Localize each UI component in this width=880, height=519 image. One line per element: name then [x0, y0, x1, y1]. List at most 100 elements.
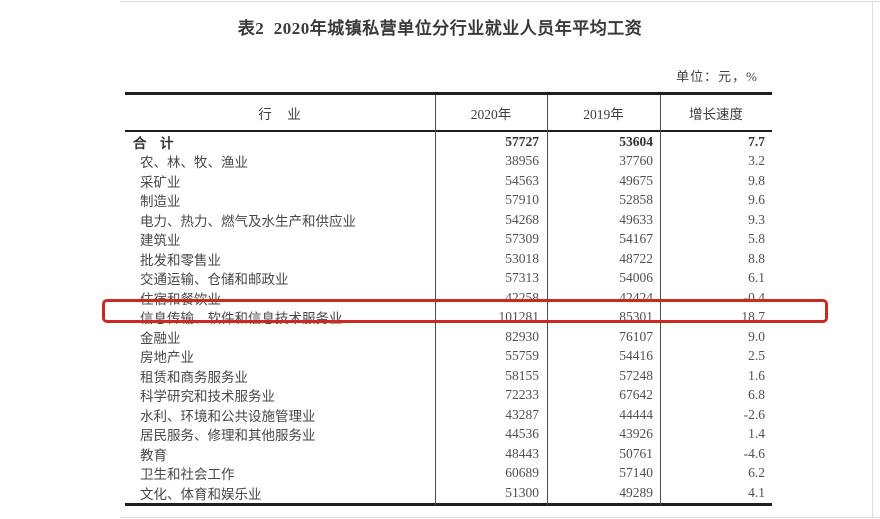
table-row: 卫生和社会工作 60689 57140 6.2 — [125, 464, 772, 484]
growth-rate-cell: 9.3 — [748, 211, 765, 227]
wage-2020-cell: 43287 — [505, 406, 539, 422]
wage-2020-cell: 82930 — [505, 328, 539, 344]
industry-cell: 建筑业 — [140, 233, 181, 249]
wage-2019-cell: 43926 — [619, 426, 653, 442]
wage-2019-cell: 57140 — [619, 465, 653, 481]
wage-2020-cell: 101281 — [498, 309, 540, 325]
growth-rate-cell: 1.6 — [748, 367, 765, 383]
wage-2020-cell: 57313 — [505, 270, 539, 286]
table-row: 房地产业 55759 54416 2.5 — [125, 347, 772, 367]
wage-2020-cell: 72233 — [505, 387, 539, 403]
table-body: 合 计 57727 53604 7.7 农、林、牧、渔业 38956 37760… — [125, 132, 772, 503]
industry-cell: 信息传输、软件和信息技术服务业 — [140, 311, 343, 327]
industry-cell: 住宿和餐饮业 — [140, 291, 221, 307]
column-divider-1 — [435, 95, 436, 505]
growth-rate-cell: 18.7 — [741, 309, 765, 325]
wage-2019-cell: 49289 — [619, 484, 653, 500]
growth-rate-cell: 9.0 — [748, 328, 765, 344]
industry-cell: 居民服务、修理和其他服务业 — [140, 428, 316, 444]
table-row: 电力、热力、燃气及水生产和供应业 54268 49633 9.3 — [125, 210, 772, 230]
table-row: 科学研究和技术服务业 72233 67642 6.8 — [125, 386, 772, 406]
wage-2019-cell: 44444 — [619, 406, 653, 422]
growth-rate-cell: 3.2 — [748, 153, 765, 169]
table-row: 水利、环境和公共设施管理业 43287 44444 -2.6 — [125, 405, 772, 425]
unit-note: 单位：元，% — [676, 69, 758, 84]
growth-rate-cell: 9.6 — [748, 192, 765, 208]
table-row: 建筑业 57309 54167 5.8 — [125, 230, 772, 250]
column-header-industry: 行 业 — [258, 106, 302, 122]
wage-2020-cell: 57910 — [505, 192, 539, 208]
wage-2019-cell: 54416 — [619, 348, 653, 364]
table-row: 农、林、牧、渔业 38956 37760 3.2 — [125, 152, 772, 172]
table-row: 采矿业 54563 49675 9.8 — [125, 171, 772, 191]
wage-2020-cell: 42258 — [505, 289, 539, 305]
wage-2020-cell: 57727 — [505, 133, 539, 149]
wage-2019-cell: 54006 — [619, 270, 653, 286]
wage-2020-cell: 54563 — [505, 172, 539, 188]
industry-cell: 卫生和社会工作 — [140, 467, 235, 483]
column-header-2019: 2019年 — [583, 106, 624, 122]
growth-rate-cell: 9.8 — [748, 172, 765, 188]
wage-2019-cell: 49675 — [619, 172, 653, 188]
column-divider-3 — [660, 95, 661, 505]
wage-2020-cell: 54268 — [505, 211, 539, 227]
wage-2020-cell: 53018 — [505, 250, 539, 266]
industry-cell: 批发和零售业 — [140, 252, 221, 268]
wage-2019-cell: 49633 — [619, 211, 653, 227]
wage-2020-cell: 57309 — [505, 231, 539, 247]
wage-2019-cell: 67642 — [619, 387, 653, 403]
wage-2019-cell: 52858 — [619, 192, 653, 208]
wage-2019-cell: 42424 — [619, 289, 653, 305]
industry-cell: 金融业 — [140, 330, 181, 346]
wage-2020-cell: 44536 — [505, 426, 539, 442]
wage-2019-cell: 57248 — [619, 367, 653, 383]
page-title: 表2 2020年城镇私营单位分行业就业人员年平均工资 — [237, 19, 643, 38]
industry-cell: 交通运输、仓储和邮政业 — [140, 272, 289, 288]
wage-2020-cell: 38956 — [505, 153, 539, 169]
table-row: 交通运输、仓储和邮政业 57313 54006 6.1 — [125, 269, 772, 289]
wage-table: 行 业 2020年 2019年 增长速度 合 计 57727 53604 7.7… — [125, 92, 772, 506]
table-row: 制造业 57910 52858 9.6 — [125, 191, 772, 211]
growth-rate-cell: 6.2 — [748, 465, 765, 481]
industry-cell: 水利、环境和公共设施管理业 — [140, 408, 316, 424]
industry-cell: 科学研究和技术服务业 — [140, 389, 275, 405]
industry-cell: 文化、体育和娱乐业 — [140, 486, 262, 502]
growth-rate-cell: -2.6 — [743, 406, 765, 422]
column-divider-2 — [547, 95, 548, 505]
wage-2019-cell: 53604 — [619, 133, 653, 149]
wage-2019-cell: 48722 — [619, 250, 653, 266]
industry-cell: 制造业 — [140, 194, 181, 210]
column-header-2020: 2020年 — [470, 106, 512, 122]
table-row: 金融业 82930 76107 9.0 — [125, 327, 772, 347]
wage-2019-cell: 54167 — [619, 231, 653, 247]
table-row: 文化、体育和娱乐业 51300 49289 4.1 — [125, 483, 772, 503]
growth-rate-cell: 7.7 — [748, 133, 765, 149]
wage-2019-cell: 85301 — [619, 309, 653, 325]
wage-2020-cell: 58155 — [505, 367, 539, 383]
page-edge-line-bottom — [120, 517, 880, 518]
growth-rate-cell: -0.4 — [743, 289, 765, 305]
wage-2020-cell: 60689 — [505, 465, 539, 481]
wage-2019-cell: 50761 — [619, 445, 653, 461]
industry-cell: 房地产业 — [140, 350, 194, 366]
growth-rate-cell: 5.8 — [748, 231, 765, 247]
table-header-row: 行 业 2020年 2019年 增长速度 — [125, 95, 772, 132]
wage-2019-cell: 76107 — [619, 328, 653, 344]
industry-cell: 教育 — [140, 447, 167, 463]
growth-rate-cell: 6.8 — [748, 387, 765, 403]
table-row: 批发和零售业 53018 48722 8.8 — [125, 249, 772, 269]
wage-2020-cell: 51300 — [505, 484, 539, 500]
industry-cell: 电力、热力、燃气及水生产和供应业 — [140, 213, 356, 229]
wage-2020-cell: 48443 — [505, 445, 539, 461]
table-row: 合 计 57727 53604 7.7 — [125, 132, 772, 152]
page-edge-line-top — [120, 1, 880, 2]
growth-rate-cell: 1.4 — [748, 426, 765, 442]
table-row: 住宿和餐饮业 42258 42424 -0.4 — [125, 288, 772, 308]
table-row: 教育 48443 50761 -4.6 — [125, 444, 772, 464]
industry-cell: 租赁和商务服务业 — [140, 369, 248, 385]
industry-cell: 采矿业 — [140, 174, 181, 190]
growth-rate-cell: 2.5 — [748, 348, 765, 364]
wage-2019-cell: 37760 — [619, 153, 653, 169]
table-row: 信息传输、软件和信息技术服务业 101281 85301 18.7 — [125, 308, 772, 328]
